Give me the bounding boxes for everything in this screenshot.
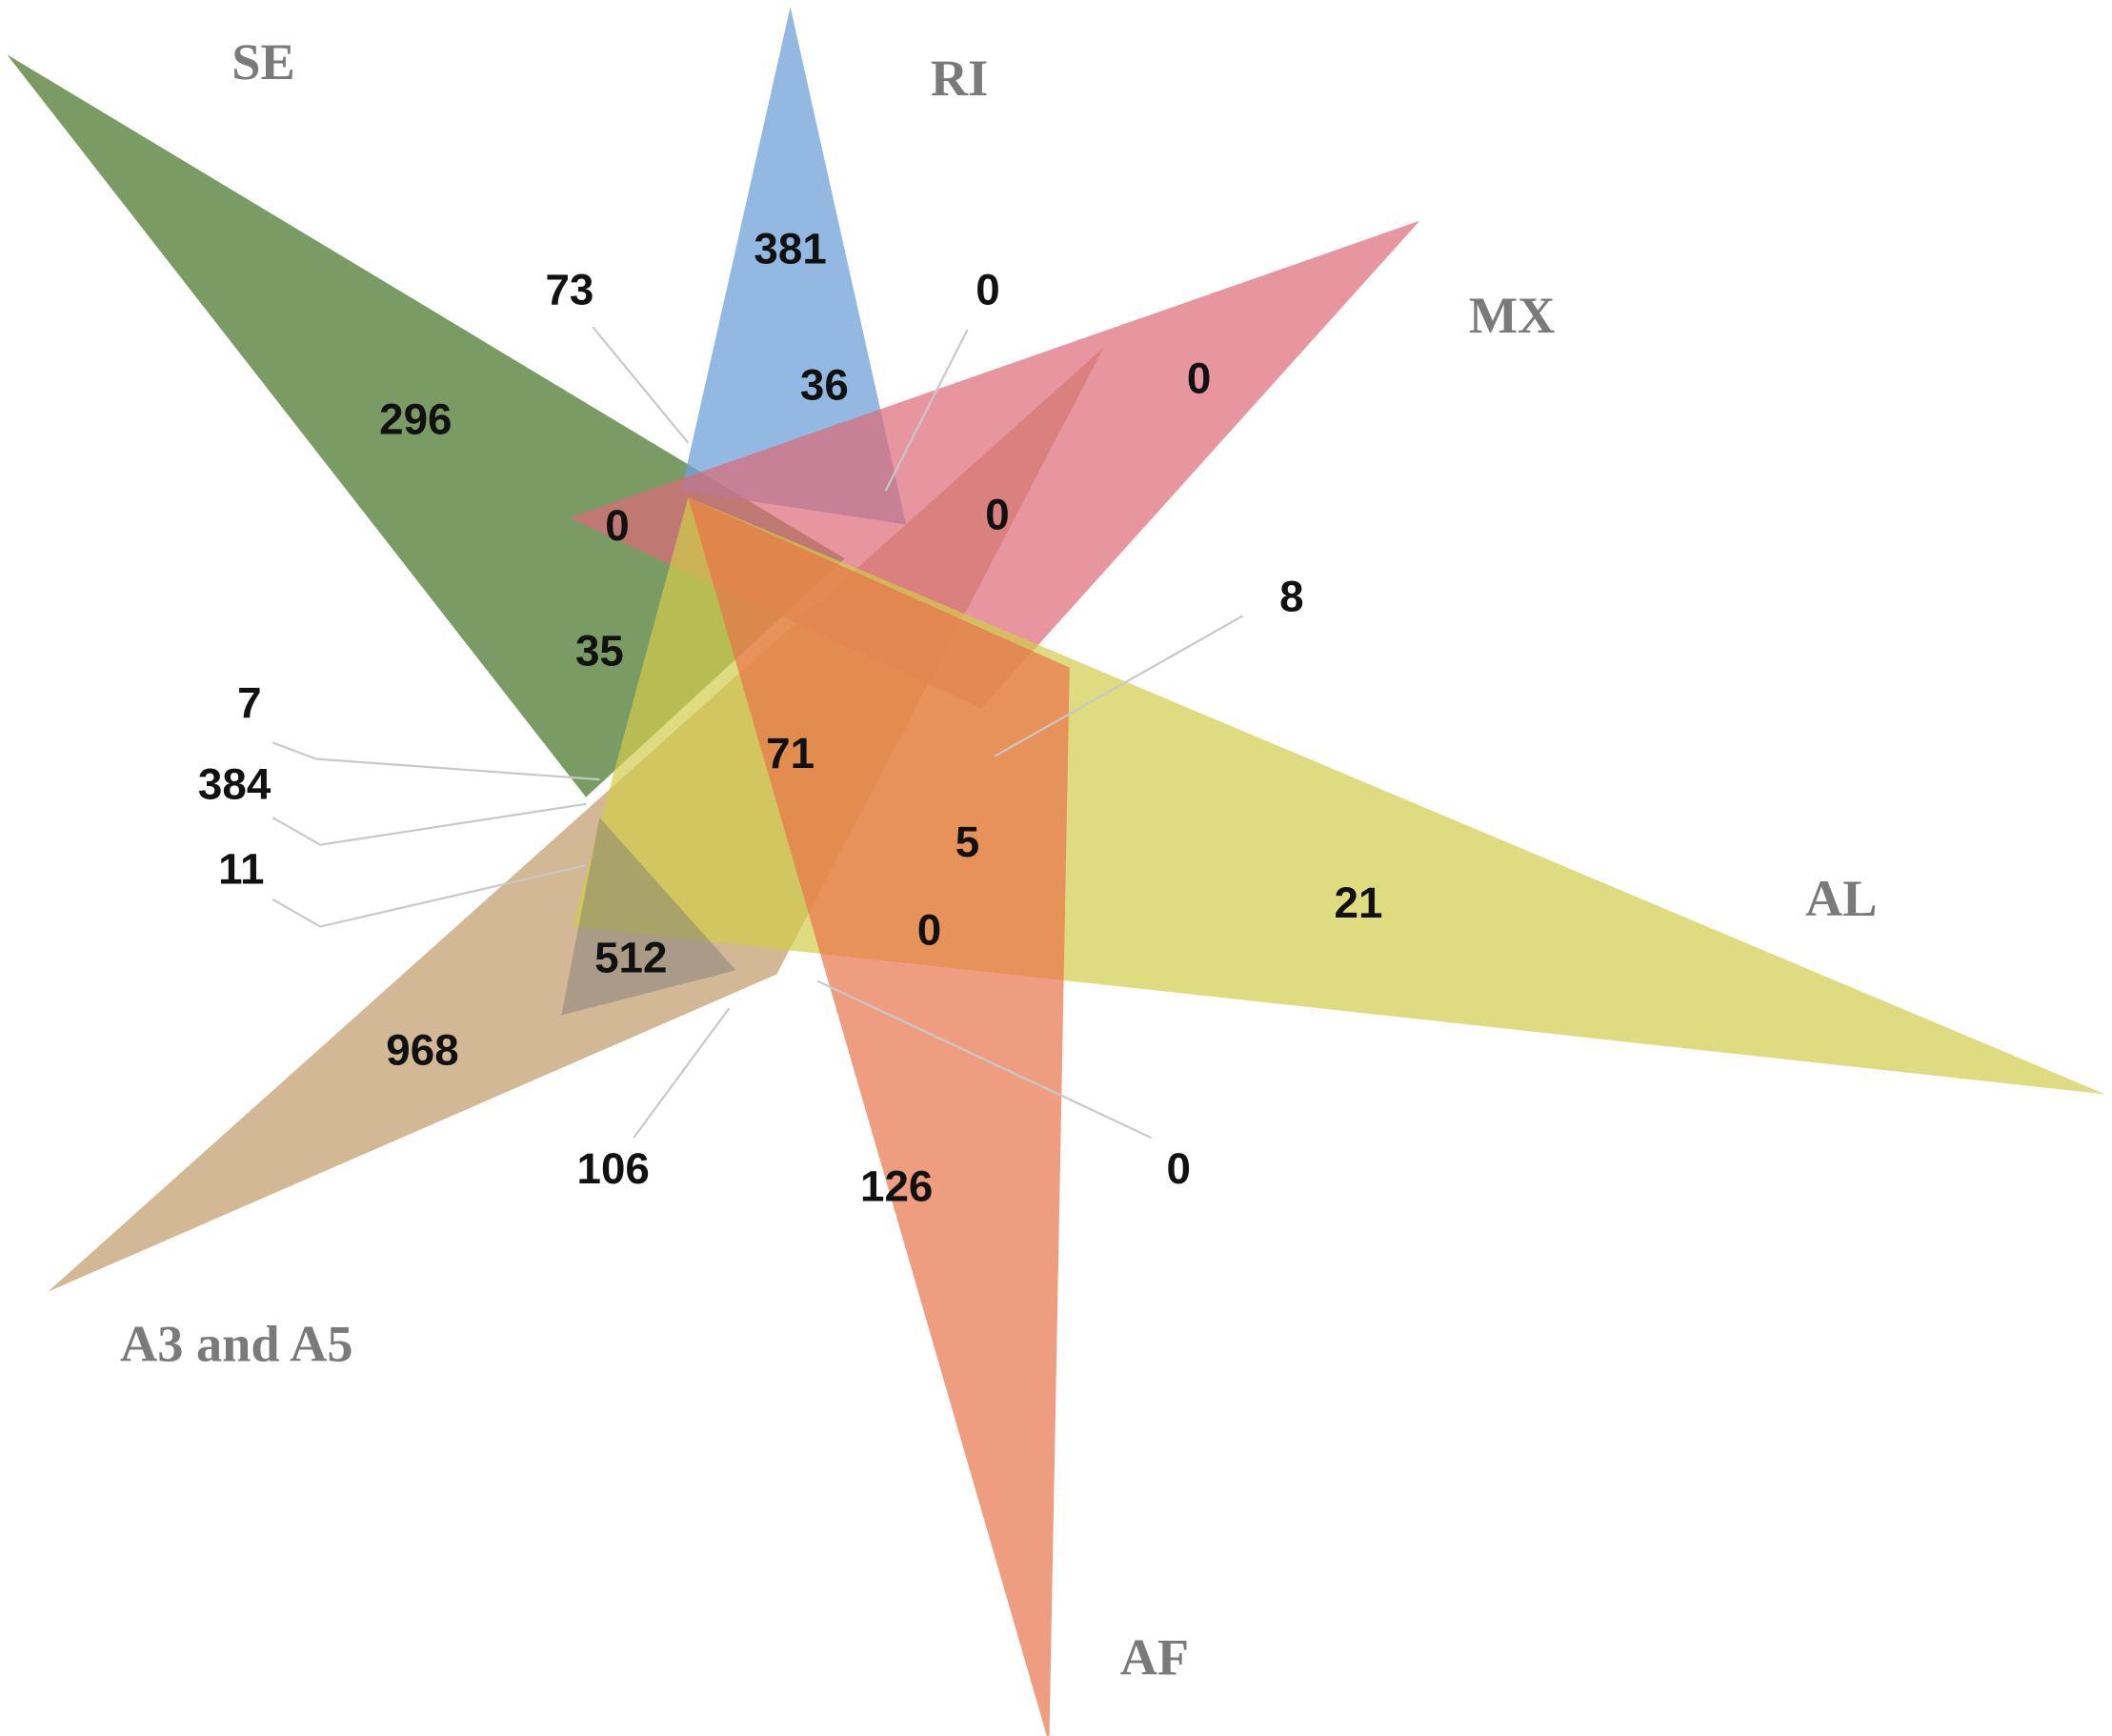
set-af-shape	[688, 497, 1070, 1736]
region-count: 5	[955, 818, 979, 866]
region-count: 35	[575, 627, 624, 676]
region-count: 296	[379, 394, 452, 443]
region-count: 968	[386, 1026, 458, 1075]
set-label: AF	[1120, 1629, 1189, 1686]
overlap-shape	[561, 818, 736, 1016]
leader-line	[592, 326, 690, 444]
region-count: 0	[1166, 1144, 1190, 1193]
leader-line	[272, 741, 600, 781]
leader-line	[884, 329, 969, 492]
region-count: 512	[594, 933, 667, 981]
region-count: 0	[976, 266, 999, 314]
region-count: 126	[860, 1162, 933, 1211]
region-count: 11	[218, 844, 264, 893]
region-count: 0	[985, 491, 1009, 539]
leader-line	[272, 864, 587, 928]
labels: SE RI MX AL A3 and A5 AF 381 73 0 36 296 0 0 0 8 35 71 7 3…	[120, 33, 1878, 1686]
set-ri-shape	[681, 7, 907, 525]
leader-line	[633, 1007, 731, 1139]
set-label: SE	[231, 33, 294, 91]
leader-line	[272, 802, 587, 846]
leader-lines	[272, 326, 1243, 1140]
set-label: MX	[1469, 287, 1556, 344]
region-count: 71	[766, 729, 815, 777]
set-se-shape	[7, 54, 845, 797]
region-count: 0	[605, 501, 629, 550]
region-count: 384	[198, 760, 272, 809]
region-count: 73	[545, 266, 593, 314]
region-count: 8	[1279, 572, 1303, 620]
leader-line	[816, 979, 1153, 1140]
region-count: 36	[800, 361, 849, 410]
set-shapes	[7, 7, 2105, 1736]
region-count: 0	[917, 906, 941, 955]
set-label: A3 and A5	[120, 1316, 353, 1373]
region-count: 7	[237, 678, 261, 727]
leader-line	[994, 615, 1243, 757]
set-label: RI	[931, 50, 988, 107]
region-count: 0	[1187, 354, 1211, 403]
set-label: AL	[1805, 870, 1877, 927]
region-count: 106	[577, 1144, 650, 1193]
region-count: 381	[754, 225, 826, 273]
region-count: 21	[1335, 878, 1383, 927]
